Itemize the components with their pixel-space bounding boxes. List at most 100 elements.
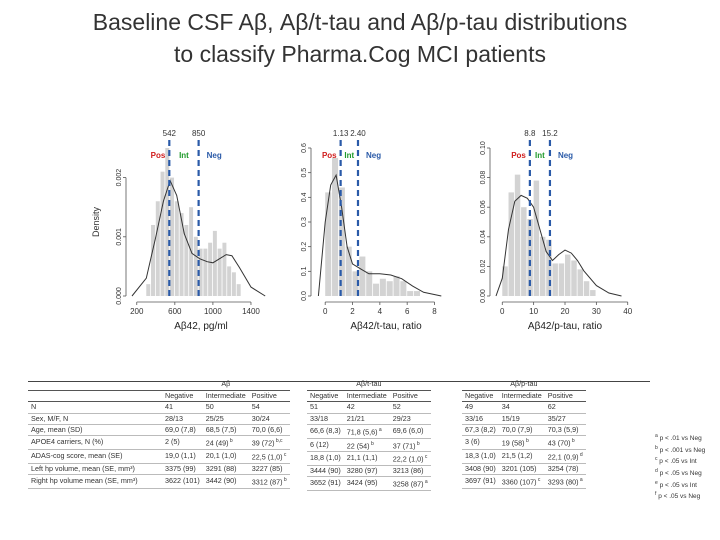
cutoff-value: 1.13: [333, 129, 349, 138]
table-cell: 18,3 (1,0): [462, 449, 499, 464]
table-cell: 22,2 (1,0) c: [389, 451, 431, 466]
table-abeta: Aβ Negative Intermediate Positive N 41 50 5…: [28, 378, 290, 500]
region-label-pos: Pos: [511, 151, 526, 160]
density-curve: [495, 194, 622, 297]
histogram-bar: [193, 236, 198, 296]
footnote: d p < .05 vs Neg: [655, 467, 702, 478]
histogram-bar: [174, 201, 179, 296]
histogram-bar: [539, 236, 546, 296]
x-tick-label: 0: [500, 307, 505, 316]
x-axis-label: Aβ42/t-tau, ratio: [350, 321, 422, 332]
histogram-bar: [155, 201, 160, 296]
table-cell: 3375 (99): [162, 463, 203, 475]
histogram-bar: [565, 254, 571, 296]
y-tick-label: 0.4: [301, 192, 308, 202]
abeta42-ttau-histogram: 0.0 0.1 0.2 0.3 0.4 0.5 0.6 0 2 4 6 8 Aβ42/t-tau, ra…: [301, 129, 442, 332]
col-header: Positive: [248, 390, 290, 403]
table-cell: 24 (49) b: [202, 435, 249, 450]
y-tick-label: 0.6: [301, 143, 308, 153]
histogram-bar: [160, 171, 165, 296]
x-tick-label: 8: [432, 307, 437, 316]
x-tick-label: 1000: [204, 307, 222, 316]
histogram-bar: [552, 263, 558, 296]
table-cell: 3291 (88): [202, 463, 249, 475]
table-cell: 2 (5): [162, 435, 203, 450]
col-header: Negative: [307, 390, 344, 403]
cutoff-value: 15.2: [542, 129, 558, 138]
table-row: 66,6 (8,3) 71,8 (5,6) a 69,6 (6,0): [307, 424, 431, 439]
table-cell: 3444 (90): [307, 465, 344, 478]
region-label-pos: Pos: [322, 151, 337, 160]
group-title: Aβ/t-tau: [307, 378, 431, 391]
table-cell: 3697 (91): [462, 474, 499, 489]
histogram-bar: [379, 278, 386, 296]
table-cell: 3442 (90): [202, 474, 249, 489]
table-cell: 54: [248, 401, 290, 414]
table-cell: 70,3 (5,9): [544, 424, 586, 437]
histogram-bar: [151, 224, 155, 296]
histogram-bar: [179, 213, 184, 296]
x-tick-label: 1400: [242, 307, 260, 316]
y-tick-label: 0.02: [480, 259, 487, 273]
col-header: Positive: [544, 390, 586, 403]
table-cell: 3 (6): [462, 435, 499, 450]
table-cell: 33/16: [462, 413, 499, 425]
abeta42-histogram: 0.000 0.001 0.002 200 600 1000 1400 Aβ42, pg/ml…: [91, 129, 266, 332]
histogram-bar: [146, 284, 151, 296]
table-row: 3408 (90) 3201 (105) 3254 (78): [462, 463, 586, 475]
x-tick-label: 6: [405, 307, 410, 316]
table-row: Age, mean (SD) 69,0 (7,8) 68,5 (7,5) 70,0 (…: [28, 424, 290, 437]
y-axis-label: Density: [91, 206, 101, 237]
x-tick-label: 4: [378, 307, 383, 316]
x-tick-label: 600: [168, 307, 182, 316]
table-cell: 21,1 (1,1): [343, 451, 390, 466]
histogram-bar: [359, 256, 366, 296]
row-label: Right hp volume mean (SE, mm³): [28, 474, 162, 489]
table-cell: 70,0 (7,9): [498, 424, 545, 437]
y-tick-label: 0.06: [480, 200, 487, 214]
cutoff-value: 8.8: [524, 129, 536, 138]
histogram-bar: [222, 242, 227, 296]
x-tick-label: 30: [592, 307, 601, 316]
y-tick-label: 0.0: [301, 291, 308, 301]
table-row: 33/18 21/21 29/23: [307, 413, 431, 425]
histogram-bar: [407, 291, 414, 296]
histogram-bar: [352, 271, 359, 296]
table-cell: 70,0 (6,6): [248, 424, 290, 437]
cutoff-value: 850: [192, 129, 206, 138]
histogram-bar: [345, 246, 352, 296]
histogram-bar: [400, 281, 407, 296]
histogram-bar: [571, 260, 577, 296]
histogram-bar: [527, 219, 533, 296]
x-tick-label: 0: [323, 307, 328, 316]
table-cell: 3312 (87) b: [248, 474, 290, 489]
table-cell: 18,8 (1,0): [307, 451, 344, 466]
histogram-bar: [386, 281, 393, 296]
y-tick-label: 0.00: [480, 289, 487, 303]
x-axis-label: Aβ42/p-tau, ratio: [528, 321, 603, 332]
table-cell: 22 (54) b: [343, 438, 390, 453]
table-cell: 52: [389, 401, 431, 414]
histogram-bar: [393, 276, 400, 296]
table-row: ADAS-cog score, mean (SE) 19,0 (1,1) 20,1 …: [28, 449, 290, 464]
region-label-neg: Neg: [558, 151, 573, 160]
col-header: Intermediate: [202, 390, 249, 403]
table-row: 3 (6) 19 (58) b 43 (70) b: [462, 435, 586, 450]
x-axis-label: Aβ42, pg/ml: [174, 321, 228, 332]
histogram-bar: [514, 174, 521, 296]
histogram-bar: [366, 271, 373, 296]
table-row: 3697 (91) 3360 (107) c 3293 (80) a: [462, 474, 586, 489]
histogram-bar: [338, 187, 345, 296]
histogram-bar: [577, 269, 584, 296]
histogram-bar: [546, 239, 552, 296]
row-label: Left hp volume, mean (SE, mm³): [28, 463, 162, 475]
table-cell: 71,8 (5,6) a: [343, 424, 390, 439]
table-cell: 3201 (105): [498, 463, 545, 475]
table-row: Right hp volume mean (SE, mm³) 3622 (101)…: [28, 474, 290, 489]
x-tick-label: 2: [350, 307, 355, 316]
group-title: Aβ/p-tau: [462, 378, 586, 391]
table-cell: 50: [202, 401, 249, 414]
histogram-bar: [583, 281, 590, 296]
density-curve: [317, 173, 442, 297]
table-cell: 19,0 (1,1): [162, 449, 203, 464]
